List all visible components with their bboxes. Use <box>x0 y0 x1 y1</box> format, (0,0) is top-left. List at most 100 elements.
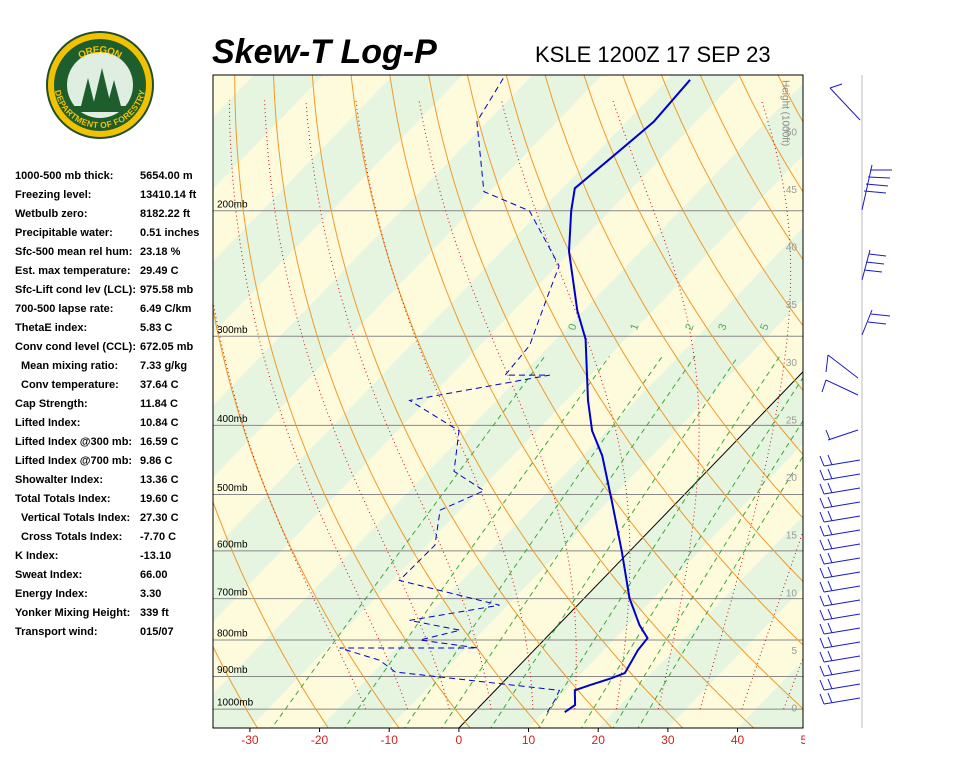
wind-barb <box>819 622 861 635</box>
y-tick-label: 1000mb <box>217 698 254 709</box>
wind-barb <box>819 692 861 705</box>
x-tick-label: 50 <box>800 733 814 747</box>
mixing-ratio-line <box>441 356 696 728</box>
mixing-ratio-line <box>490 356 739 728</box>
wind-barb <box>819 482 861 495</box>
isotherm-band <box>737 660 803 728</box>
stat-label: Yonker Mixing Height: <box>15 607 130 619</box>
logo: OREGON DEPARTMENT OF FORESTRY <box>46 31 154 139</box>
y2-tick-label: 25 <box>786 415 798 426</box>
stat-label: Mean mixing ratio: <box>21 360 118 372</box>
wind-barb <box>829 83 861 121</box>
isotherm-band <box>598 515 803 728</box>
stat-label: Wetbulb zero: <box>15 208 88 220</box>
stat-value: 11.84 C <box>140 398 178 410</box>
station-label: KSLE 1200Z 17 SEP 23 <box>535 42 771 67</box>
x-tick-label: -20 <box>311 733 329 747</box>
stat-value: 5654.00 m <box>140 170 193 182</box>
stat-label: Cross Totals Index: <box>21 531 122 543</box>
mixing-ratio-line <box>580 376 803 728</box>
stat-label: Cap Strength: <box>15 398 88 410</box>
dry-adiabat <box>660 75 803 327</box>
y-tick-label: 400mb <box>217 414 248 425</box>
y2-tick-label: 20 <box>786 473 798 484</box>
isotherm-band <box>319 227 803 728</box>
stat-label: K Index: <box>15 550 58 562</box>
wind-barb <box>861 249 887 281</box>
wind-barb <box>819 580 861 593</box>
moist-adiabat <box>699 100 792 710</box>
stat-value: 13410.14 ft <box>140 189 197 201</box>
y2-tick-label: 45 <box>786 185 798 196</box>
mixing-ratio-label: 5 <box>758 322 771 332</box>
moist-adiabat <box>213 298 367 710</box>
stat-value: 16.59 C <box>140 436 179 448</box>
stat-value: 3.30 <box>140 588 161 600</box>
y2-tick-label: 35 <box>786 300 798 311</box>
stat-label: Vertical Totals Index: <box>21 512 130 524</box>
wind-barb <box>821 379 859 396</box>
stat-label: Precipitable water: <box>15 227 113 239</box>
dry-adiabat <box>622 75 803 392</box>
wind-barb <box>819 608 861 621</box>
wind-barb <box>861 309 891 336</box>
logo-top-text: OREGON <box>76 44 123 61</box>
stat-value: 10.84 C <box>140 417 179 429</box>
stat-value: 19.60 C <box>140 493 179 505</box>
wind-barb <box>819 468 861 481</box>
moist-adiabat <box>228 100 408 710</box>
stat-value: 8182.22 ft <box>140 208 190 220</box>
isotherm-band <box>389 299 803 728</box>
stat-value: 66.00 <box>140 569 168 581</box>
y-tick-label: 200mb <box>217 199 248 210</box>
stat-label: Sfc-500 mean rel hum: <box>15 246 132 258</box>
stat-label: Lifted Index: <box>15 417 80 429</box>
x-tick-label: 20 <box>592 733 606 747</box>
stat-label: Est. max temperature: <box>15 265 131 277</box>
mixing-ratio-label: 3 <box>716 322 729 332</box>
stat-value: 975.58 mb <box>140 284 193 296</box>
y2-axis-label: Height (1000ft) <box>779 80 790 146</box>
x-tick-label: 30 <box>661 733 675 747</box>
y2-tick-label: 10 <box>786 588 798 599</box>
dewpoint-line <box>339 75 561 713</box>
dry-adiabat <box>583 75 803 456</box>
stat-value: 13.36 C <box>140 474 179 486</box>
mixing-ratio-label: 0 <box>566 322 579 332</box>
isotherm-band <box>528 443 803 728</box>
wind-barb <box>819 538 861 551</box>
mixing-ratio-line <box>637 455 803 728</box>
isotherm-band <box>667 588 803 728</box>
mixing-ratio-label: 2 <box>683 322 696 332</box>
zero-isotherm <box>458 371 803 728</box>
dry-adiabat <box>544 75 803 519</box>
wind-barb <box>825 429 859 441</box>
stat-label: ThetaE index: <box>15 322 87 334</box>
dry-adiabat <box>466 75 803 646</box>
y2-tick-label: 0 <box>791 704 797 715</box>
y2-tick-label: 5 <box>791 646 797 657</box>
stat-label: Conv temperature: <box>21 379 119 391</box>
y-tick-label: 700mb <box>217 587 248 598</box>
wind-barbs <box>819 75 892 728</box>
dry-adiabat <box>311 75 613 728</box>
stat-value: 29.49 C <box>140 265 179 277</box>
plot-frame <box>212 74 804 729</box>
x-tick-label: 10 <box>522 733 536 747</box>
stat-value: 5.83 C <box>140 322 172 334</box>
y-tick-label: 900mb <box>217 665 248 676</box>
dry-adiabat <box>779 0 960 739</box>
background <box>213 0 960 739</box>
mixing-ratio-line <box>271 356 546 728</box>
dry-adiabat <box>815 0 960 739</box>
moist-adiabat <box>305 100 492 710</box>
dry-adiabat <box>428 75 803 710</box>
axes: 1000mb 900mb 800mb 700mb 600mb 500mb 400mb 300m… <box>217 80 814 747</box>
stats-panel: 1000-500 mb thick: 5654.00 m Freezing leve… <box>15 170 199 638</box>
wind-barb <box>819 664 861 677</box>
stat-label: 1000-500 mb thick: <box>15 170 113 182</box>
isotherm-band <box>213 75 803 695</box>
y2-tick-label: 40 <box>786 243 798 254</box>
wind-barb <box>819 552 861 565</box>
